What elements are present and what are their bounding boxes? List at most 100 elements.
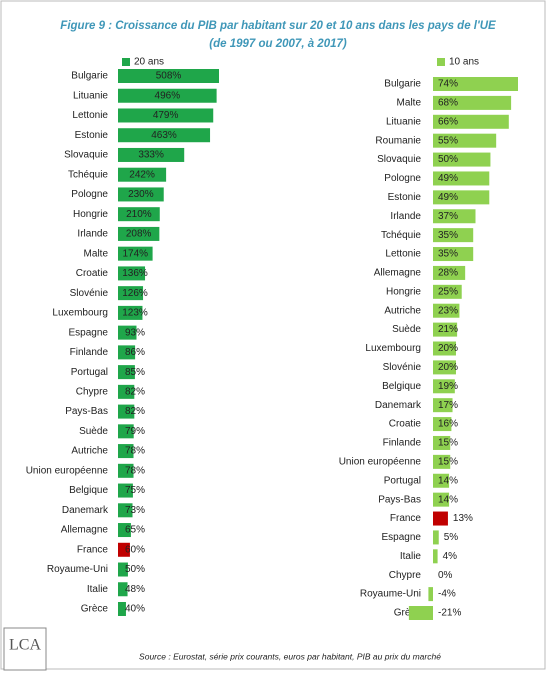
bar xyxy=(433,360,456,375)
value-label: 136% xyxy=(122,268,148,279)
value-label: 496% xyxy=(155,90,181,101)
category-label: Slovénie xyxy=(383,362,422,373)
bar xyxy=(433,530,439,545)
category-label: Slovénie xyxy=(70,288,109,299)
category-label: Suède xyxy=(79,426,108,437)
category-label: Luxembourg xyxy=(365,343,421,354)
bar xyxy=(118,266,146,281)
category-label: Estonie xyxy=(388,192,422,203)
category-label: Danemark xyxy=(62,505,109,516)
value-label: 123% xyxy=(122,308,148,319)
category-label: Tchéquie xyxy=(68,169,108,180)
bar xyxy=(433,77,518,91)
category-label: Belgique xyxy=(69,485,108,496)
category-label: Malte xyxy=(397,98,422,109)
category-label: Croatie xyxy=(389,419,422,430)
value-label: 4% xyxy=(443,551,458,562)
category-label: Espagne xyxy=(69,327,109,338)
bar xyxy=(433,473,450,488)
bar xyxy=(433,322,458,337)
bar xyxy=(433,209,476,224)
bar xyxy=(433,228,474,243)
category-label: Italie xyxy=(400,551,422,562)
category-label: Slovaquie xyxy=(64,150,108,161)
category-label: Allemagne xyxy=(374,268,422,279)
value-label: 208% xyxy=(126,229,152,240)
value-label: 16% xyxy=(438,419,458,430)
value-label: 78% xyxy=(125,465,145,476)
category-label: Autriche xyxy=(71,446,108,457)
value-label: 40% xyxy=(125,604,145,615)
value-label: 68% xyxy=(438,98,458,109)
bar xyxy=(118,187,164,202)
category-label: Portugal xyxy=(71,367,108,378)
bar xyxy=(433,247,474,262)
bar xyxy=(433,133,497,148)
bar xyxy=(118,147,185,162)
value-label: 15% xyxy=(438,456,458,467)
value-label: 48% xyxy=(125,584,145,595)
value-label: 230% xyxy=(128,189,154,200)
legend-swatch xyxy=(122,58,130,66)
bar xyxy=(433,190,490,205)
bar xyxy=(118,542,130,557)
category-label: Suède xyxy=(392,324,421,335)
value-label: 73% xyxy=(125,505,145,516)
category-label: Italie xyxy=(87,584,109,595)
value-label: 19% xyxy=(438,381,458,392)
category-label: Finlande xyxy=(383,438,422,449)
value-label: 23% xyxy=(438,305,458,316)
bar xyxy=(433,303,460,318)
category-label: Royaume-Uni xyxy=(360,589,421,600)
category-label: Finlande xyxy=(70,347,109,358)
value-label: 174% xyxy=(123,248,149,259)
bar xyxy=(118,325,137,340)
value-label: 210% xyxy=(126,209,152,220)
bar xyxy=(433,549,438,564)
logo: LCA xyxy=(9,637,41,654)
value-label: 74% xyxy=(438,79,458,90)
bar xyxy=(428,587,433,602)
category-label: Grèce xyxy=(394,608,422,619)
category-label: France xyxy=(390,513,422,524)
value-label: 82% xyxy=(125,386,145,397)
category-label: France xyxy=(77,544,109,555)
value-label: 35% xyxy=(438,230,458,241)
legend-label: 20 ans xyxy=(134,57,164,68)
bar xyxy=(118,424,134,439)
bar xyxy=(433,171,490,186)
value-label: 85% xyxy=(125,367,145,378)
value-label: 333% xyxy=(138,150,164,161)
value-label: 14% xyxy=(438,475,458,486)
category-label: Autriche xyxy=(384,305,421,316)
value-label: 75% xyxy=(125,485,145,496)
value-label: 5% xyxy=(444,532,459,543)
category-label: Bulgarie xyxy=(71,71,108,82)
bar xyxy=(118,503,133,518)
category-label: Slovaquie xyxy=(377,154,421,165)
category-label: Hongrie xyxy=(73,209,108,220)
value-label: 50% xyxy=(125,564,145,575)
bar xyxy=(118,286,144,301)
value-label: 25% xyxy=(438,286,458,297)
category-label: Union européenne xyxy=(26,465,109,476)
value-label: 37% xyxy=(438,211,458,222)
value-label: 463% xyxy=(151,130,177,141)
value-label: -21% xyxy=(438,608,461,619)
bar xyxy=(433,265,466,280)
category-label: Danemark xyxy=(375,400,422,411)
value-label: 60% xyxy=(125,544,145,555)
bar xyxy=(118,523,131,538)
bar xyxy=(433,435,451,450)
category-label: Roumanie xyxy=(375,135,421,146)
value-label: 49% xyxy=(438,192,458,203)
value-label: 242% xyxy=(129,169,155,180)
value-label: 14% xyxy=(438,494,458,505)
category-label: Hongrie xyxy=(386,286,421,297)
value-label: 55% xyxy=(438,135,458,146)
category-label: Royaume-Uni xyxy=(47,564,108,575)
category-label: Irlande xyxy=(390,211,421,222)
value-label: 17% xyxy=(438,400,458,411)
value-label: 15% xyxy=(438,438,458,449)
